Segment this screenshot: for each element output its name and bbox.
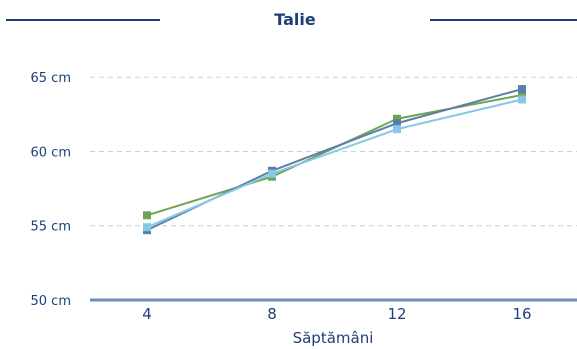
series-2-point bbox=[518, 85, 526, 94]
x-axis-label: Săptămâni bbox=[293, 329, 374, 347]
y-tick-label: 65 cm bbox=[31, 71, 72, 86]
series-line-3 bbox=[146, 98, 523, 229]
x-tick-label: 12 bbox=[387, 305, 406, 323]
x-tick-label: 4 bbox=[142, 305, 152, 323]
x-tick-label: 8 bbox=[267, 305, 277, 323]
chart-title: Talie bbox=[274, 10, 316, 29]
series-lines bbox=[143, 85, 526, 235]
series-1-point bbox=[393, 114, 401, 123]
series-1-point bbox=[518, 91, 526, 100]
series-1-point bbox=[143, 211, 151, 220]
series-2-point bbox=[393, 119, 401, 128]
series-line-2 bbox=[146, 88, 523, 232]
series-3-point bbox=[518, 95, 526, 104]
y-tick-label: 60 cm bbox=[31, 145, 72, 160]
x-tick-labels: 4 8 12 16 bbox=[142, 305, 531, 323]
series-3-point bbox=[393, 125, 401, 134]
y-tick-labels: 50 cm 55 cm 60 cm 65 cm bbox=[31, 71, 72, 309]
y-tick-label: 55 cm bbox=[31, 220, 72, 235]
y-tick-label: 50 cm bbox=[31, 294, 72, 309]
x-tick-label: 16 bbox=[512, 305, 531, 323]
series-3-point bbox=[143, 223, 151, 232]
series-3-point bbox=[268, 169, 276, 178]
